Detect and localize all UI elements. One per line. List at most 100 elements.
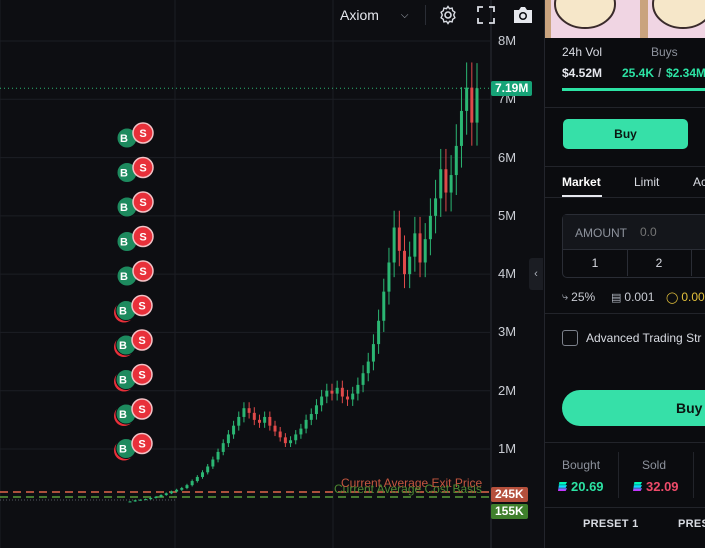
quick-amount-2[interactable]: 2 [627,250,692,276]
cost-basis-line-label: Current Average Cost Basis [334,482,482,496]
sell-marker [131,329,153,351]
candle [133,500,137,502]
price-axis-label: 4M [498,266,517,282]
candle [268,416,272,426]
candle [387,262,391,292]
quick-amount-3[interactable] [691,250,705,276]
candle [289,440,293,444]
preset-2-tab[interactable]: PRES [678,518,705,530]
tab-market[interactable]: Market [562,175,601,189]
candle [247,408,251,413]
candle [454,145,458,176]
candle [475,88,479,123]
buy-marker-label: B [120,202,128,214]
toolbar-divider [425,5,426,25]
candle [185,485,189,489]
buys-count: 25.4K [622,66,655,80]
candle [314,405,318,415]
buy-volume-bar [562,88,705,91]
collapse-panel-tab[interactable]: ‹ [529,258,543,290]
candle [242,408,246,417]
candle [149,497,153,500]
candle [325,390,329,397]
buy-marker-label: B [120,133,128,145]
chart-source-select[interactable]: Axiom ⌵ [340,4,409,26]
candle [377,320,381,345]
quick-amount-1[interactable]: 1 [563,250,628,276]
sell-marker [132,225,154,248]
candle [465,87,469,111]
bought-label: Bought [562,458,601,472]
candle [428,215,432,240]
fullscreen-icon[interactable] [474,3,498,27]
candle [335,387,339,394]
sell-marker-label: S [139,197,146,209]
volume-value: $4.52M [562,66,603,80]
candle [221,443,225,452]
candle [346,396,350,400]
candle [232,425,236,435]
cost-basis-tag: 155K [491,504,528,519]
buy-tab-button[interactable]: Buy [563,119,688,149]
amount-row: AMOUNT [563,215,705,250]
amount-label: AMOUNT [575,226,627,240]
slippage-setting[interactable]: ⤷ 25% [562,290,595,304]
divider [618,452,619,498]
amount-input[interactable] [638,224,702,240]
exit-price-line-label: Current Average Exit Price [341,476,483,490]
candle [413,233,417,257]
candle [144,499,148,501]
candle [392,227,396,263]
solana-icon [633,482,642,491]
candle [206,466,210,473]
sell-marker-label: S [139,163,146,175]
candle [201,472,205,477]
candle [439,169,443,199]
gear-icon[interactable] [436,3,460,27]
candle [278,431,282,438]
buy-submit-button[interactable]: Buy [562,390,705,426]
price-axis-label: 8M [498,33,517,48]
candle [294,434,298,441]
candle [444,169,448,193]
candle [459,110,463,146]
preset-1-tab[interactable]: PRESET 1 [583,518,639,530]
amount-box: AMOUNT 1 2 [562,214,705,278]
candle [408,256,412,275]
bought-value-group: 20.69 [558,479,604,494]
gas-setting[interactable]: ▤ 0.001 [611,290,654,304]
camera-icon[interactable] [511,3,535,27]
candle [423,239,427,263]
divider [545,107,705,108]
candle [449,175,453,193]
sell-marker [132,260,154,282]
candle [159,495,163,497]
tab-advanced[interactable]: Ac [693,175,705,189]
candle [351,393,355,400]
trade-panel: 24h Vol $4.52M Buys 25.4K / $2.34M Buy M… [544,0,705,548]
buy-marker-label: B [119,444,127,456]
sell-marker [132,191,154,213]
candle [154,496,158,498]
candle [252,412,256,420]
tab-limit[interactable]: Limit [634,175,660,189]
priority-fee-setting[interactable]: ◯ 0.00 [666,290,705,304]
buys-label: Buys [651,45,678,59]
candle [356,384,360,394]
price-chart[interactable]: B SB SB SB SB SB SB SB SB SB S [0,0,544,548]
advanced-trading-checkbox[interactable] [562,330,578,346]
candle [361,373,365,385]
buys-separator: / [658,66,662,80]
chart-toolbar: Axiom ⌵ [0,0,544,30]
